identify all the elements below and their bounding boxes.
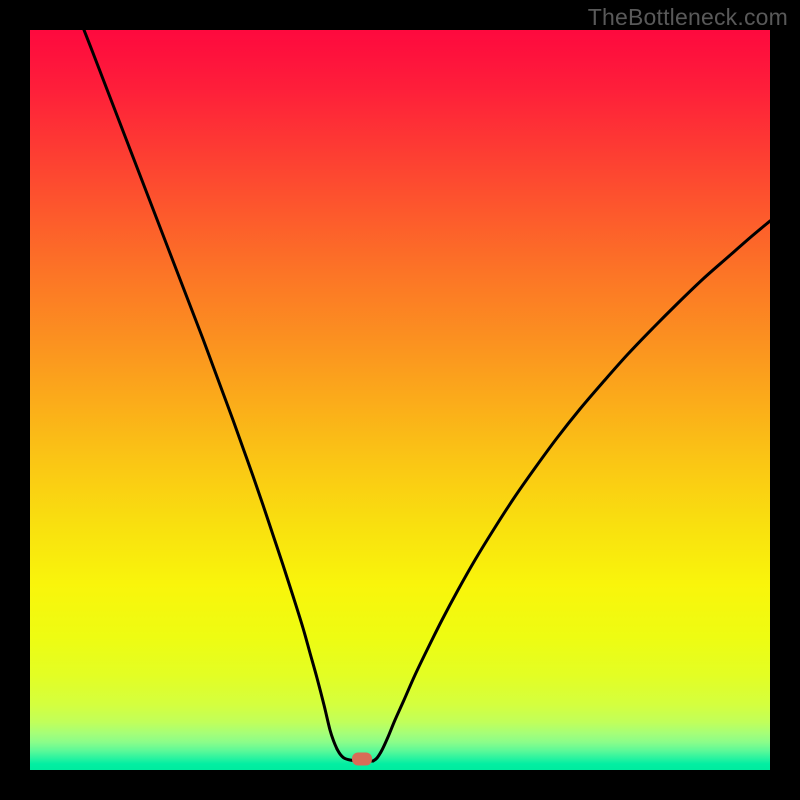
curve-left-segment [84,30,337,749]
plot-area [30,30,770,770]
watermark-text: TheBottleneck.com [588,4,788,31]
curve-right-segment [373,221,770,761]
optimum-marker [352,753,372,766]
bottleneck-curve [30,30,770,770]
